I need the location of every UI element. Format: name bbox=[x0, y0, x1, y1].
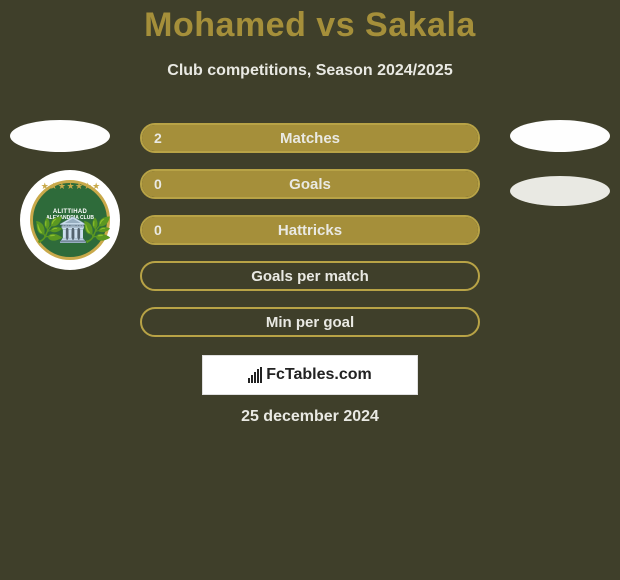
stat-label: Min per goal bbox=[142, 314, 478, 331]
club-badge-left-inner: ★ ★ ★ ★ ★ ★ ★ ALITTIHAD ALEXANDRIA CLUB … bbox=[30, 180, 110, 260]
page-subtitle: Club competitions, Season 2024/2025 bbox=[0, 62, 620, 80]
stat-row: 0Goals bbox=[140, 169, 480, 199]
player-avatar-right bbox=[510, 120, 610, 152]
stat-label: Goals per match bbox=[142, 268, 478, 285]
date-label: 25 december 2024 bbox=[0, 408, 620, 426]
stat-row: Min per goal bbox=[140, 307, 480, 337]
bar-chart-icon bbox=[248, 367, 262, 383]
stat-row: 0Hattricks bbox=[140, 215, 480, 245]
club-badge-left: ★ ★ ★ ★ ★ ★ ★ ALITTIHAD ALEXANDRIA CLUB … bbox=[20, 170, 120, 270]
wreath-icon: 🌿🏛️🌿 bbox=[34, 223, 106, 239]
stat-row: Goals per match bbox=[140, 261, 480, 291]
page-title: Mohamed vs Sakala bbox=[0, 6, 620, 45]
club-badge-right bbox=[510, 176, 610, 206]
stat-label: Matches bbox=[142, 130, 478, 147]
comparison-canvas: Mohamed vs Sakala Club competitions, Sea… bbox=[0, 0, 620, 580]
stat-row: 2Matches bbox=[140, 123, 480, 153]
stat-label: Hattricks bbox=[142, 222, 478, 239]
brand-footer[interactable]: FcTables.com bbox=[202, 355, 418, 395]
stars-icon: ★ ★ ★ ★ ★ ★ ★ bbox=[41, 181, 99, 192]
brand-text: FcTables.com bbox=[266, 366, 372, 384]
stat-label: Goals bbox=[142, 176, 478, 193]
player-avatar-left bbox=[10, 120, 110, 152]
